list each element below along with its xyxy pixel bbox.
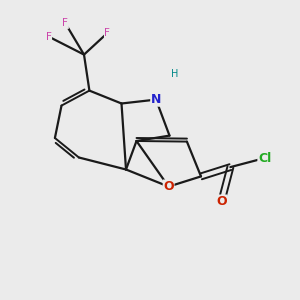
Text: F: F xyxy=(62,18,68,28)
Text: F: F xyxy=(104,28,110,38)
Text: O: O xyxy=(216,195,227,208)
Text: N: N xyxy=(151,93,161,106)
Text: H: H xyxy=(171,69,178,80)
Text: F: F xyxy=(46,32,52,42)
Text: O: O xyxy=(163,180,174,193)
Text: Cl: Cl xyxy=(258,152,271,165)
